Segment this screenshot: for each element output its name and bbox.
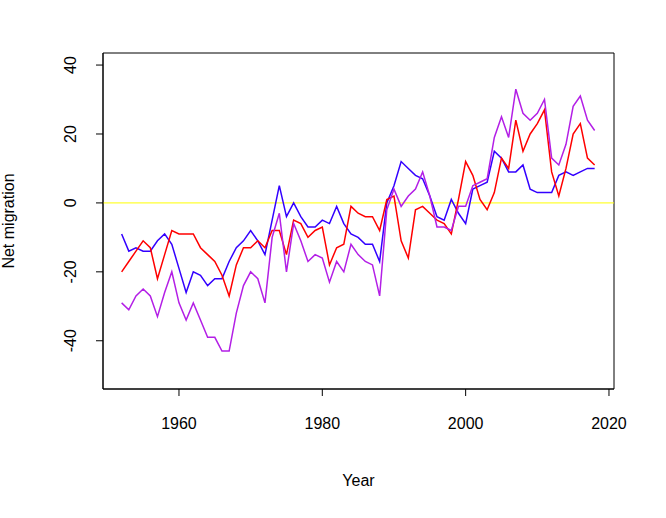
svg-text:Net migration: Net migration bbox=[8, 173, 17, 268]
svg-text:-20: -20 bbox=[62, 260, 79, 283]
svg-text:40: 40 bbox=[62, 56, 79, 74]
svg-text:0: 0 bbox=[62, 198, 79, 207]
svg-text:2020: 2020 bbox=[591, 415, 627, 432]
svg-text:Year: Year bbox=[342, 472, 375, 489]
svg-text:20: 20 bbox=[62, 125, 79, 143]
svg-text:2000: 2000 bbox=[448, 415, 484, 432]
svg-text:-40: -40 bbox=[62, 329, 79, 352]
svg-text:1980: 1980 bbox=[305, 415, 341, 432]
svg-text:1960: 1960 bbox=[161, 415, 197, 432]
